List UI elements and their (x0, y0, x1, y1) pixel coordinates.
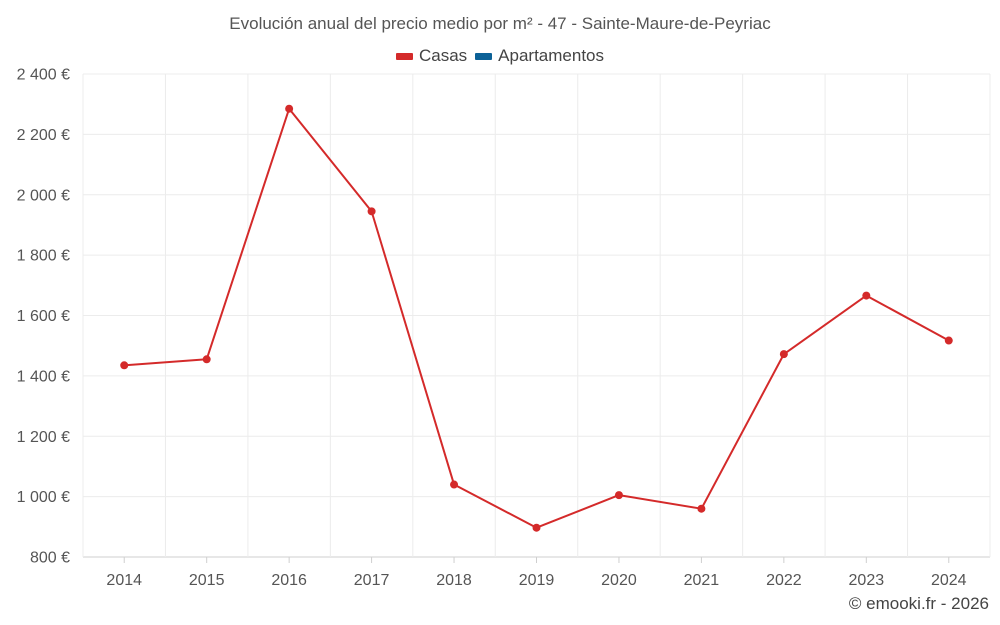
y-tick-label: 1 600 € (17, 308, 70, 325)
data-point[interactable] (367, 207, 376, 216)
y-tick-label: 1 200 € (17, 429, 70, 446)
x-tick-label: 2024 (931, 572, 967, 589)
x-tick-label: 2016 (271, 572, 307, 589)
x-tick-label: 2021 (684, 572, 720, 589)
data-point[interactable] (532, 523, 541, 532)
data-point[interactable] (450, 480, 459, 489)
data-point[interactable] (862, 291, 871, 300)
x-tick-label: 2022 (766, 572, 802, 589)
legend-item-casas[interactable]: Casas (395, 46, 468, 66)
y-tick-label: 800 € (30, 550, 70, 567)
footer-credit: © emooki.fr - 2026 (848, 594, 989, 613)
data-point[interactable] (614, 491, 623, 500)
legend-swatch-apartamentos (475, 52, 493, 60)
data-point[interactable] (779, 350, 788, 359)
x-tick-label: 2023 (849, 572, 885, 589)
data-point[interactable] (285, 104, 294, 113)
legend-swatch-casas (395, 52, 413, 60)
legend-item-apartamentos[interactable]: Apartamentos (475, 46, 604, 66)
x-tick-label: 2019 (519, 572, 555, 589)
data-point[interactable] (202, 355, 211, 364)
grid (82, 73, 991, 558)
data-point[interactable] (944, 336, 953, 345)
y-tick-label: 1 800 € (17, 248, 70, 265)
y-tick-label: 1 000 € (17, 489, 70, 506)
legend: Casas Apartamentos (0, 46, 1000, 66)
x-tick-label: 2015 (189, 572, 225, 589)
x-tick-label: 2017 (354, 572, 390, 589)
series-layer (120, 104, 953, 532)
x-tick-label: 2020 (601, 572, 637, 589)
data-point[interactable] (697, 504, 706, 513)
x-tick-label: 2014 (106, 572, 142, 589)
y-tick-label: 2 200 € (17, 127, 70, 144)
chart-title: Evolución anual del precio medio por m² … (229, 14, 771, 33)
axes: 800 € 1 000 € 1 200 € 1 400 € 1 600 € 1 800 €… (17, 67, 967, 590)
x-tick-label: 2018 (436, 572, 472, 589)
y-tick-label: 2 000 € (17, 187, 70, 204)
legend-label-casas: Casas (418, 46, 468, 65)
legend-label-apartamentos: Apartamentos (498, 46, 605, 65)
y-tick-label: 1 400 € (17, 368, 70, 385)
y-tick-label: 2 400 € (17, 67, 70, 84)
data-point[interactable] (120, 361, 129, 370)
